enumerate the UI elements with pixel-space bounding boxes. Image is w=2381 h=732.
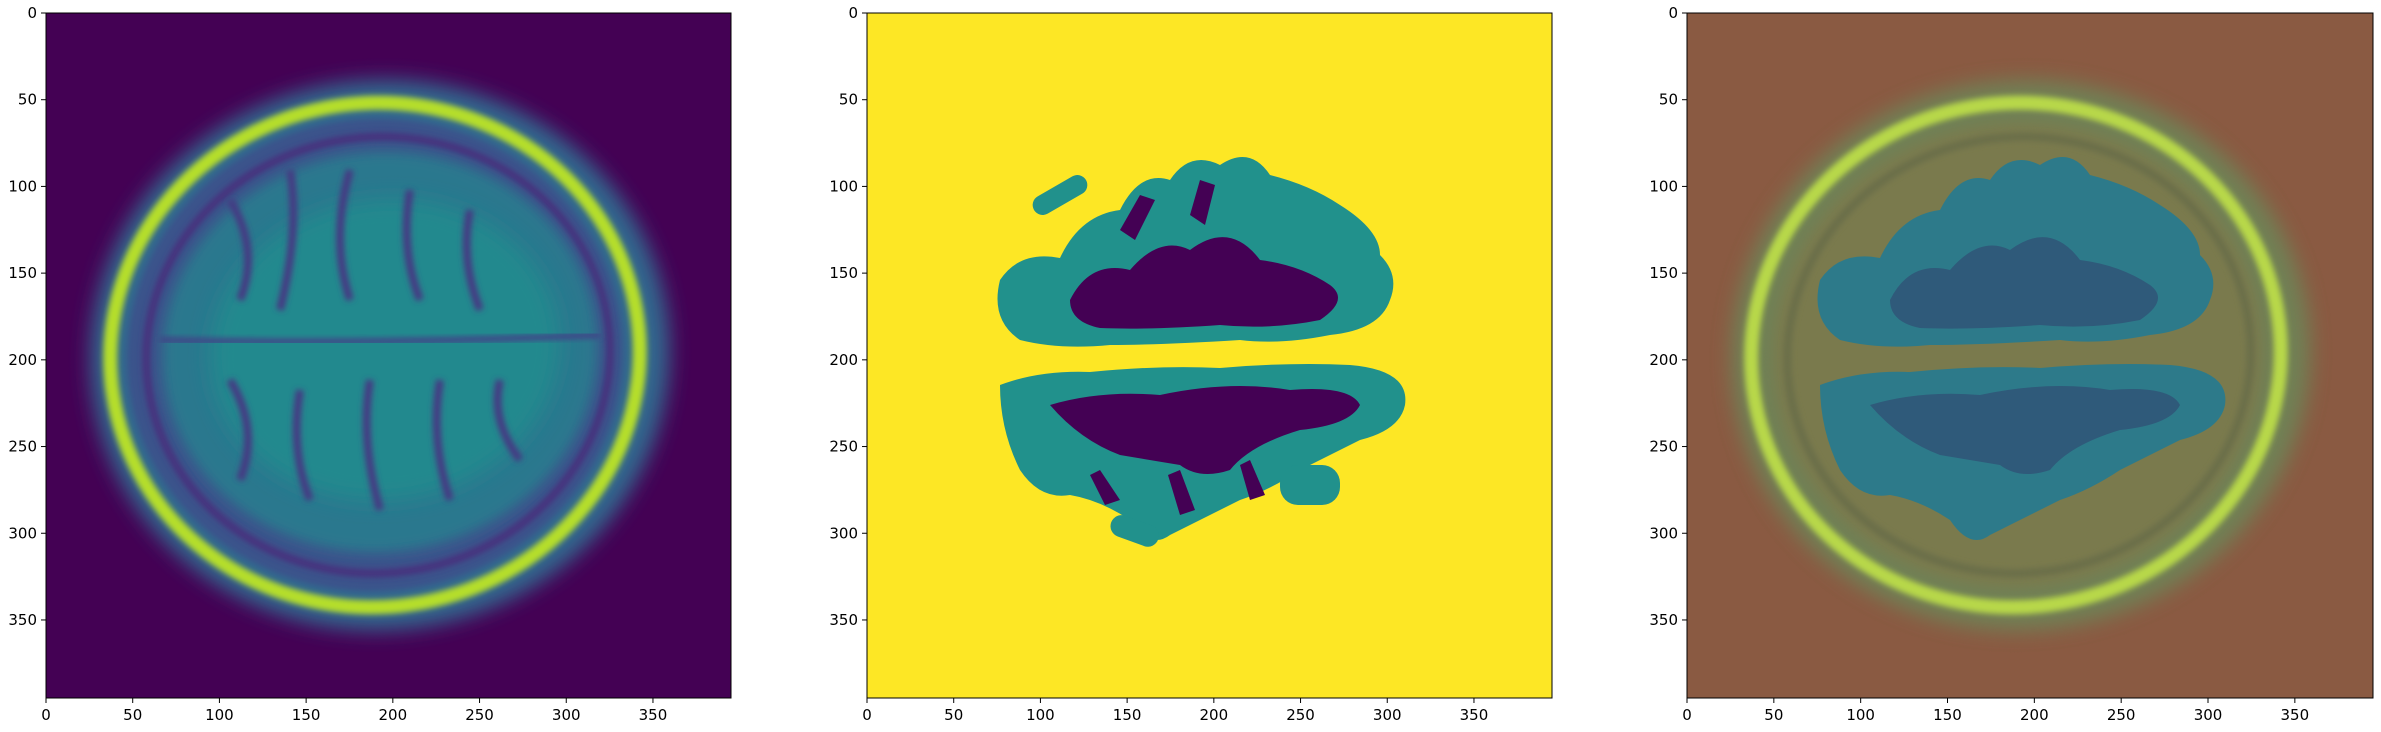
y-tick-label: 100 bbox=[1649, 177, 1678, 195]
y-tick-label: 300 bbox=[829, 524, 858, 542]
x-tick-label: 0 bbox=[41, 706, 51, 724]
x-tick-label: 250 bbox=[2107, 706, 2136, 724]
x-tick-label: 200 bbox=[379, 706, 408, 724]
y-tick-label: 300 bbox=[1649, 524, 1678, 542]
mri-axes-frame bbox=[45, 12, 732, 699]
y-tick-label: 150 bbox=[8, 264, 37, 282]
mri-image bbox=[90, 79, 670, 631]
y-tick-label: 350 bbox=[829, 611, 858, 629]
y-tick-label: 150 bbox=[829, 264, 858, 282]
x-tick-label: 300 bbox=[1373, 706, 1402, 724]
brain-midline bbox=[159, 332, 601, 345]
overlay-skull-ring bbox=[1744, 95, 2288, 615]
y-tick-label: 100 bbox=[829, 177, 858, 195]
x-tick-label: 200 bbox=[1200, 706, 1229, 724]
y-tick-label: 250 bbox=[829, 438, 858, 456]
panel-mri: 0 50 100 150 200 250 300 350 0 50 100 150 200 250 300 3… bbox=[8, 4, 732, 724]
mask-image bbox=[997, 157, 1406, 547]
x-tick-label: 0 bbox=[862, 706, 872, 724]
x-tick-label: 50 bbox=[944, 706, 963, 724]
mri-ticks: 0 50 100 150 200 250 300 350 0 50 100 150 200 250 300 3… bbox=[8, 4, 667, 724]
y-tick-label: 0 bbox=[1668, 4, 1678, 22]
mask-axes-frame bbox=[866, 12, 1553, 699]
x-tick-label: 250 bbox=[465, 706, 494, 724]
overlay-inner-class bbox=[1870, 237, 2180, 474]
y-tick-label: 250 bbox=[1649, 438, 1678, 456]
mask-fragment bbox=[1032, 175, 1088, 216]
overlay-csf-ring bbox=[1783, 132, 2255, 578]
y-tick-label: 50 bbox=[18, 91, 37, 109]
y-tick-label: 100 bbox=[8, 177, 37, 195]
mask-inner-class bbox=[1050, 180, 1360, 515]
overlay-image bbox=[1731, 79, 2311, 631]
panel-overlay: 0 50 100 150 200 250 300 350 0 50 100 150 200 250 300 3… bbox=[1649, 4, 2374, 724]
mask-fragment bbox=[1280, 465, 1340, 505]
x-tick-label: 350 bbox=[2281, 706, 2310, 724]
x-tick-label: 50 bbox=[1764, 706, 1783, 724]
y-tick-label: 250 bbox=[8, 438, 37, 456]
x-tick-label: 150 bbox=[1113, 706, 1142, 724]
x-tick-label: 350 bbox=[639, 706, 668, 724]
csf-ring bbox=[142, 132, 614, 578]
x-tick-label: 300 bbox=[2194, 706, 2223, 724]
x-tick-label: 150 bbox=[1933, 706, 1962, 724]
y-tick-label: 0 bbox=[848, 4, 858, 22]
x-tick-label: 150 bbox=[292, 706, 321, 724]
panel-mask: 0 50 100 150 200 250 300 350 0 50 100 150 200 250 300 3… bbox=[829, 4, 1553, 724]
y-tick-label: 350 bbox=[1649, 611, 1678, 629]
x-tick-label: 200 bbox=[2020, 706, 2049, 724]
x-tick-label: 250 bbox=[1286, 706, 1315, 724]
x-tick-label: 100 bbox=[205, 706, 234, 724]
mask-ticks: 0 50 100 150 200 250 300 350 0 50 100 150 200 250 300 3… bbox=[829, 4, 1488, 724]
y-tick-label: 300 bbox=[8, 524, 37, 542]
x-tick-label: 100 bbox=[1026, 706, 1055, 724]
x-tick-label: 100 bbox=[1846, 706, 1875, 724]
mask-image-background bbox=[867, 13, 1552, 698]
skull-ring bbox=[103, 95, 647, 615]
y-tick-label: 350 bbox=[8, 611, 37, 629]
x-tick-label: 50 bbox=[123, 706, 142, 724]
y-tick-label: 200 bbox=[8, 351, 37, 369]
y-tick-label: 50 bbox=[1659, 91, 1678, 109]
overlay-ticks: 0 50 100 150 200 250 300 350 0 50 100 150 200 250 300 3… bbox=[1649, 4, 2309, 724]
y-tick-label: 50 bbox=[839, 91, 858, 109]
y-tick-label: 0 bbox=[27, 4, 37, 22]
overlay-axes-frame bbox=[1686, 12, 2374, 699]
mask-fragment bbox=[1110, 515, 1159, 547]
x-tick-label: 350 bbox=[1460, 706, 1489, 724]
y-tick-label: 150 bbox=[1649, 264, 1678, 282]
x-tick-label: 300 bbox=[552, 706, 581, 724]
x-tick-label: 0 bbox=[1682, 706, 1692, 724]
y-tick-label: 200 bbox=[1649, 351, 1678, 369]
brain-sulci bbox=[226, 168, 524, 512]
y-tick-label: 200 bbox=[829, 351, 858, 369]
